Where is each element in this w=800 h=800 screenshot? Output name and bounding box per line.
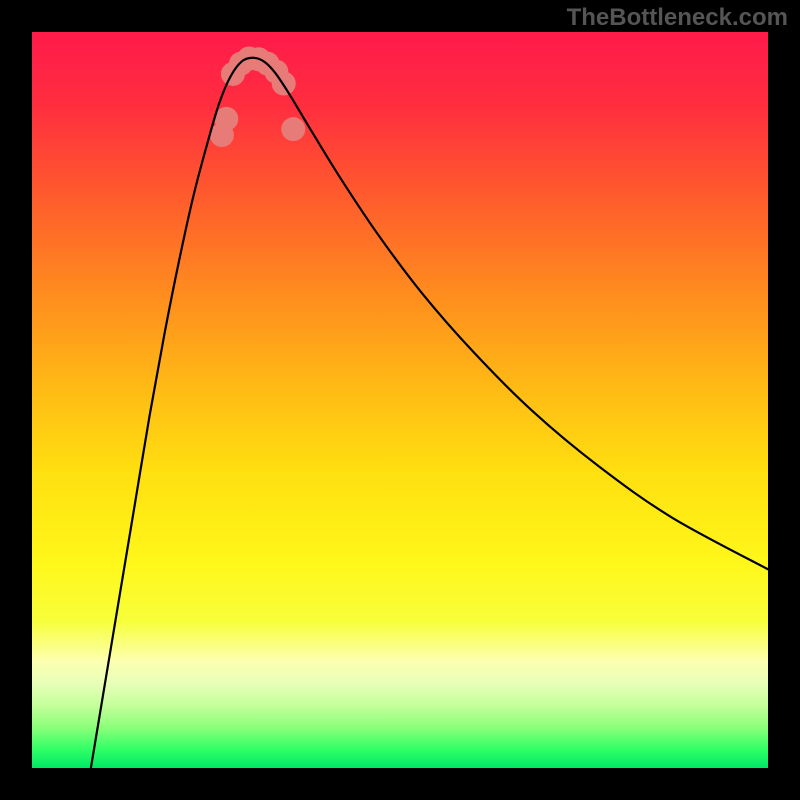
plot-background-gradient — [32, 32, 768, 768]
chart-svg — [0, 0, 800, 800]
chart-stage: TheBottleneck.com — [0, 0, 800, 800]
watermark-text: TheBottleneck.com — [567, 4, 788, 32]
bottleneck-marker — [281, 117, 305, 141]
